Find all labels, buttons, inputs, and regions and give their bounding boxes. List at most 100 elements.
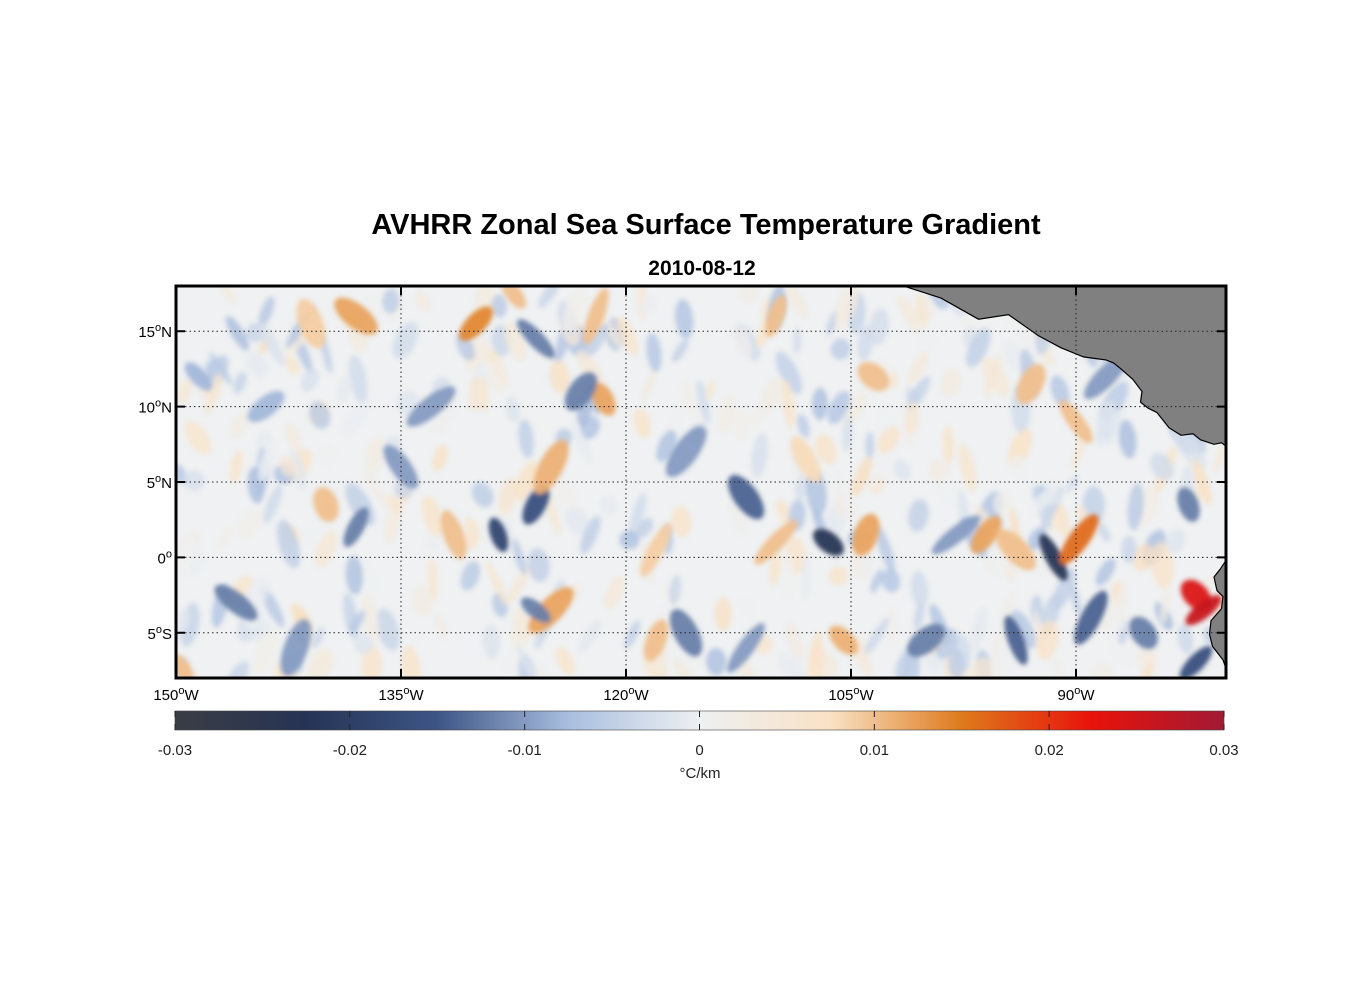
texture-blob <box>336 375 353 403</box>
texture-blob <box>246 352 268 378</box>
x-tick-label: 90oW <box>1058 685 1096 704</box>
texture-blob <box>411 585 433 617</box>
texture-blob <box>277 520 301 569</box>
texture-blob <box>425 532 441 553</box>
gradient-feature <box>1185 595 1222 626</box>
texture-blob <box>1098 522 1111 542</box>
texture-blob <box>309 401 331 429</box>
texture-blob <box>384 503 401 544</box>
texture-blob <box>348 610 366 634</box>
texture-blob <box>828 566 849 586</box>
texture-blob <box>427 558 438 602</box>
texture-blob <box>504 322 527 361</box>
gradient-feature <box>754 520 798 565</box>
texture-blob <box>969 657 993 678</box>
texture-blob <box>362 594 380 644</box>
texture-blob <box>840 491 860 523</box>
texture-blob <box>1069 582 1082 615</box>
colorbar: -0.03 -0.02 -0.01 0 0.01 0.02 0.03 °C/km <box>158 710 1239 782</box>
texture-blob <box>776 499 792 526</box>
texture-blob <box>1127 483 1144 531</box>
texture-blob <box>538 286 561 309</box>
texture-blob <box>714 597 732 631</box>
colorbar-ticks: -0.03 -0.02 -0.01 0 0.01 0.02 0.03 <box>158 711 1239 759</box>
gradient-feature <box>343 507 369 547</box>
texture-blob <box>555 647 575 675</box>
texture-blob <box>958 443 977 492</box>
texture-blob <box>1095 558 1116 586</box>
gradient-feature <box>665 426 707 478</box>
texture-blob <box>176 608 190 644</box>
texture-blob <box>833 470 845 499</box>
texture-blob <box>253 630 278 674</box>
texture-blob <box>258 439 277 482</box>
texture-blob <box>669 575 682 605</box>
gradient-feature <box>643 619 669 662</box>
texture-blob <box>527 548 550 582</box>
texture-blob <box>815 434 837 465</box>
gradient-feature <box>296 298 326 349</box>
texture-blob <box>781 379 796 429</box>
gradient-feature <box>995 529 1037 571</box>
texture-blob <box>775 351 803 394</box>
gradient-feature <box>1016 363 1046 405</box>
texture-blob <box>870 569 884 593</box>
gradient-feature <box>765 295 787 338</box>
texture-blob <box>183 470 205 492</box>
texture-blob <box>471 482 494 508</box>
texture-blob <box>1092 661 1114 678</box>
gradient-feature <box>533 439 569 494</box>
y-tick-label: 5oN <box>147 473 172 492</box>
gradient-feature <box>727 474 765 520</box>
texture-blob <box>1053 656 1064 678</box>
texture-blob <box>877 403 897 430</box>
gradient-feature <box>640 523 672 577</box>
texture-blob <box>628 493 646 540</box>
gradient-feature <box>1059 514 1099 565</box>
texture-blob <box>863 617 890 656</box>
gradient-feature <box>459 306 493 341</box>
gradient-feature <box>176 654 195 678</box>
gradient-feature <box>1074 590 1108 645</box>
texture-blob <box>779 651 810 678</box>
gradient-feature <box>583 287 609 345</box>
texture-blob <box>418 470 441 497</box>
texture-blob <box>514 460 539 501</box>
texture-blob <box>797 413 810 438</box>
texture-blob <box>640 295 657 314</box>
texture-blob <box>263 485 283 524</box>
texture-blob <box>619 530 640 550</box>
texture-blob <box>893 459 911 481</box>
texture-blob <box>970 606 988 652</box>
texture-blob <box>696 380 711 424</box>
texture-blob <box>300 368 319 392</box>
texture-blob <box>513 608 532 641</box>
texture-blob <box>382 288 400 314</box>
texture-blob <box>759 375 784 414</box>
texture-blob <box>1075 505 1089 522</box>
y-tick-label: 0o <box>158 548 172 567</box>
texture-blob <box>868 308 889 346</box>
texture-blob <box>432 444 448 472</box>
texture-blob <box>487 360 509 393</box>
texture-blob <box>1031 491 1049 515</box>
texture-blob <box>908 499 929 532</box>
texture-blob <box>315 531 337 568</box>
colorbar-tick-label: 0.03 <box>1209 742 1238 759</box>
axis-ticks <box>175 286 1226 678</box>
texture-blob <box>230 410 250 439</box>
texture-blob <box>483 625 501 659</box>
gradient-feature <box>1004 615 1028 665</box>
texture-blob <box>729 498 748 536</box>
texture-blob <box>176 464 187 484</box>
colorbar-label: °C/km <box>680 765 721 782</box>
texture-blob <box>911 570 929 608</box>
texture-blob <box>284 356 300 375</box>
texture-blob <box>1036 620 1059 660</box>
texture-blob <box>217 525 235 550</box>
texture-blob <box>578 619 601 653</box>
texture-blob <box>865 432 875 460</box>
texture-blob <box>981 357 1010 396</box>
texture-blob <box>941 368 961 397</box>
texture-blob <box>345 555 364 595</box>
